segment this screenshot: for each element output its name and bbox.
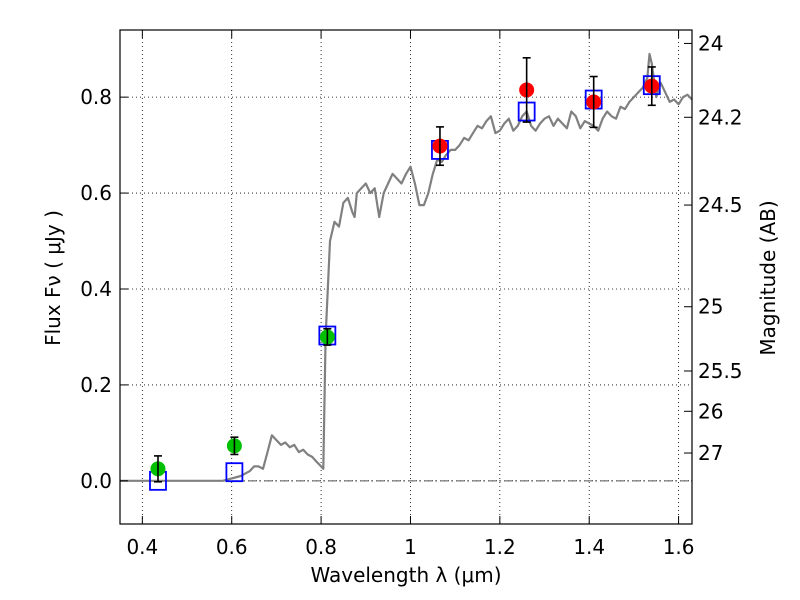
- sed-model-curve: [120, 52, 693, 482]
- x-axis-label: Wavelength λ (μm): [310, 563, 501, 587]
- model-photometry-square: [225, 462, 244, 483]
- plot-frame: [119, 29, 693, 525]
- axis-ticks: 0.4 0.6 0.8 1 1.2 1.4 1.6 0.0 0.2 0.4 0.6 0.8 24 24.2…: [80, 30, 743, 559]
- x-tick-label: 1: [404, 535, 417, 559]
- model-sed-line: [120, 52, 693, 482]
- right-tick-label: 24.5: [698, 193, 743, 217]
- y-axis-right-label: Magnitude (AB): [756, 200, 780, 355]
- y-axis-label: Flux Fν ( μJy ): [41, 210, 65, 346]
- x-tick-label: 1.6: [663, 535, 695, 559]
- y-tick-label: 0.6: [80, 181, 112, 205]
- right-tick-label: 26: [698, 399, 723, 423]
- x-tick-label: 0.8: [305, 535, 337, 559]
- data-points: [149, 57, 661, 491]
- x-tick-label: 1.4: [573, 535, 605, 559]
- right-tick-label: 27: [698, 441, 723, 465]
- grid: [120, 30, 692, 524]
- right-tick-label: 24: [698, 31, 723, 55]
- right-tick-label: 25.5: [698, 359, 743, 383]
- x-tick-label: 1.2: [484, 535, 516, 559]
- right-tick-label: 25: [698, 295, 723, 319]
- right-tick-label: 24.2: [698, 105, 743, 129]
- y-tick-label: 0.8: [80, 85, 112, 109]
- y-tick-label: 0.4: [80, 277, 112, 301]
- x-tick-label: 0.4: [126, 535, 158, 559]
- y-tick-label: 0.0: [80, 469, 112, 493]
- y-tick-label: 0.2: [80, 373, 112, 397]
- x-tick-label: 0.6: [216, 535, 248, 559]
